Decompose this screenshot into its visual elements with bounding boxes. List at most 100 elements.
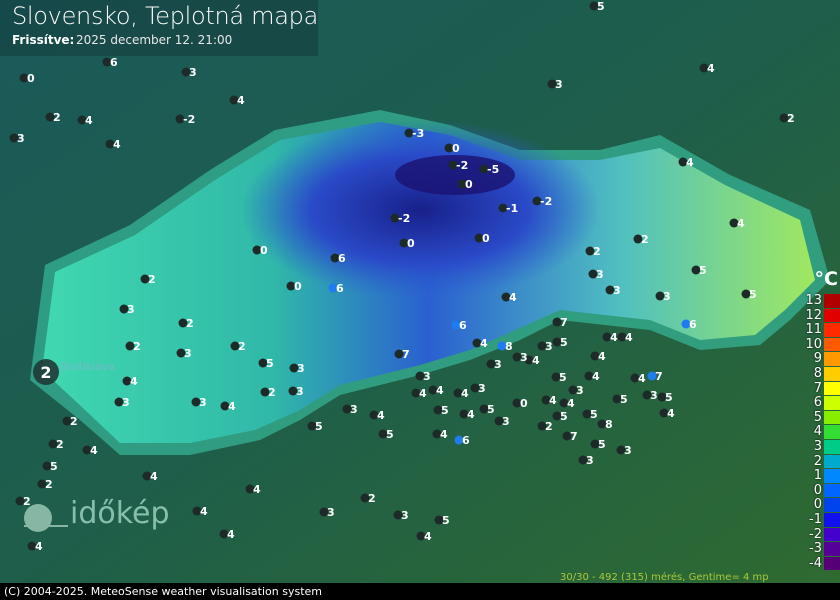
- station-dot[interactable]: [82, 445, 92, 455]
- station-dot[interactable]: [678, 157, 688, 167]
- station-dot[interactable]: [584, 371, 594, 381]
- station-dot[interactable]: [630, 373, 640, 383]
- station-dot[interactable]: [681, 319, 691, 329]
- station-dot[interactable]: [178, 318, 188, 328]
- station-dot[interactable]: [552, 411, 562, 421]
- station-dot[interactable]: [404, 128, 414, 138]
- station-dot[interactable]: [642, 390, 652, 400]
- station-dot[interactable]: [432, 429, 442, 439]
- station-dot[interactable]: [612, 394, 622, 404]
- station-dot[interactable]: [547, 79, 557, 89]
- station-dot[interactable]: [27, 541, 37, 551]
- station-dot[interactable]: [230, 341, 240, 351]
- station-dot[interactable]: [541, 395, 551, 405]
- station-dot[interactable]: [498, 203, 508, 213]
- station-dot[interactable]: [559, 398, 569, 408]
- station-dot[interactable]: [119, 304, 129, 314]
- station-dot[interactable]: [779, 113, 789, 123]
- station-dot[interactable]: [590, 439, 600, 449]
- station-dot[interactable]: [114, 397, 124, 407]
- station-dot[interactable]: [399, 238, 409, 248]
- station-dot[interactable]: [562, 431, 572, 441]
- station-dot[interactable]: [192, 506, 202, 516]
- station-dot[interactable]: [434, 515, 444, 525]
- station-dot[interactable]: [19, 73, 29, 83]
- station-dot[interactable]: [472, 338, 482, 348]
- station-dot[interactable]: [15, 496, 25, 506]
- station-dot[interactable]: [582, 409, 592, 419]
- station-dot[interactable]: [122, 376, 132, 386]
- station-dot[interactable]: [501, 292, 511, 302]
- station-dot[interactable]: [585, 246, 595, 256]
- station-dot[interactable]: [328, 283, 338, 293]
- station-dot[interactable]: [597, 419, 607, 429]
- station-dot[interactable]: [105, 139, 115, 149]
- station-dot[interactable]: [605, 285, 615, 295]
- station-dot[interactable]: [181, 67, 191, 77]
- station-dot[interactable]: [394, 349, 404, 359]
- station-dot[interactable]: [655, 291, 665, 301]
- station-dot[interactable]: [497, 341, 507, 351]
- station-dot[interactable]: [428, 385, 438, 395]
- station-dot[interactable]: [454, 435, 464, 445]
- station-dot[interactable]: [378, 429, 388, 439]
- station-dot[interactable]: [62, 416, 72, 426]
- station-dot[interactable]: [444, 143, 454, 153]
- station-dot[interactable]: [494, 416, 504, 426]
- station-dot[interactable]: [552, 317, 562, 327]
- station-dot[interactable]: [451, 320, 461, 330]
- station-dot[interactable]: [175, 114, 185, 124]
- station-dot[interactable]: [307, 421, 317, 431]
- station-dot[interactable]: [691, 265, 701, 275]
- station-dot[interactable]: [551, 372, 561, 382]
- station-dot[interactable]: [659, 408, 669, 418]
- station-dot[interactable]: [433, 405, 443, 415]
- station-dot[interactable]: [617, 332, 627, 342]
- highlight-station[interactable]: [33, 359, 59, 385]
- station-dot[interactable]: [319, 507, 329, 517]
- station-dot[interactable]: [474, 233, 484, 243]
- station-dot[interactable]: [45, 112, 55, 122]
- station-dot[interactable]: [470, 383, 480, 393]
- station-dot[interactable]: [657, 392, 667, 402]
- station-dot[interactable]: [330, 253, 340, 263]
- station-dot[interactable]: [288, 386, 298, 396]
- station-dot[interactable]: [453, 388, 463, 398]
- station-dot[interactable]: [393, 510, 403, 520]
- station-dot[interactable]: [457, 179, 467, 189]
- station-dot[interactable]: [140, 274, 150, 284]
- station-dot[interactable]: [588, 269, 598, 279]
- station-dot[interactable]: [229, 95, 239, 105]
- station-dot[interactable]: [102, 57, 112, 67]
- station-dot[interactable]: [360, 493, 370, 503]
- station-dot[interactable]: [699, 63, 709, 73]
- station-dot[interactable]: [286, 281, 296, 291]
- station-dot[interactable]: [459, 409, 469, 419]
- station-dot[interactable]: [537, 341, 547, 351]
- station-dot[interactable]: [578, 455, 588, 465]
- station-dot[interactable]: [369, 410, 379, 420]
- station-dot[interactable]: [142, 471, 152, 481]
- station-dot[interactable]: [48, 439, 58, 449]
- station-dot[interactable]: [220, 401, 230, 411]
- station-dot[interactable]: [486, 359, 496, 369]
- station-dot[interactable]: [252, 245, 262, 255]
- station-dot[interactable]: [411, 388, 421, 398]
- station-dot[interactable]: [245, 484, 255, 494]
- station-dot[interactable]: [729, 218, 739, 228]
- station-dot[interactable]: [191, 397, 201, 407]
- station-dot[interactable]: [342, 404, 352, 414]
- station-dot[interactable]: [616, 445, 626, 455]
- station-dot[interactable]: [77, 115, 87, 125]
- station-dot[interactable]: [741, 289, 751, 299]
- station-dot[interactable]: [602, 332, 612, 342]
- station-dot[interactable]: [260, 387, 270, 397]
- station-dot[interactable]: [42, 461, 52, 471]
- station-dot[interactable]: [512, 398, 522, 408]
- station-dot[interactable]: [416, 531, 426, 541]
- station-dot[interactable]: [219, 529, 229, 539]
- station-dot[interactable]: [390, 213, 400, 223]
- station-dot[interactable]: [448, 160, 458, 170]
- station-dot[interactable]: [647, 371, 657, 381]
